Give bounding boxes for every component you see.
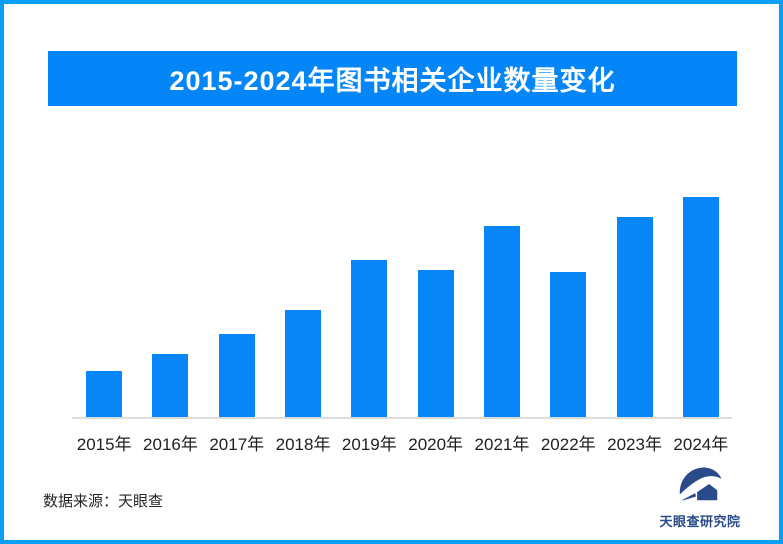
bar-chart xyxy=(71,150,734,419)
x-tick-2024年: 2024年 xyxy=(673,435,729,454)
bar-2022年 xyxy=(550,272,587,418)
logo-text: 天眼查研究院 xyxy=(659,514,741,529)
bar-2017年 xyxy=(218,334,255,418)
x-tick-2020年: 2020年 xyxy=(408,435,464,454)
x-tick-2021年: 2021年 xyxy=(474,435,530,454)
bar-2021年 xyxy=(483,226,520,418)
x-tick-2023年: 2023年 xyxy=(607,435,662,454)
x-tick-2017年: 2017年 xyxy=(209,435,265,454)
x-tick-2022年: 2022年 xyxy=(540,435,596,454)
x-tick-2019年: 2019年 xyxy=(341,435,397,454)
tianyancha-eye-icon xyxy=(679,467,722,501)
bar-2016年 xyxy=(152,354,189,418)
bar-2020年 xyxy=(417,270,454,418)
x-axis-labels: 2015年 2016年 2017年 2018年 2019年 2020年 2021年 2022年… xyxy=(71,430,734,455)
bars-container xyxy=(71,150,734,418)
x-tick-2016年: 2016年 xyxy=(143,435,198,454)
chart-title-banner: 2015-2024年图书相关企业数量变化 xyxy=(48,51,737,106)
brand-logo: 天眼查研究院 xyxy=(652,464,748,530)
x-axis-line xyxy=(72,417,732,419)
bar-2023年 xyxy=(616,217,653,418)
x-tick-2018年: 2018年 xyxy=(275,435,331,454)
data-source-label: 数据来源：天眼查 xyxy=(43,493,164,510)
chart-title: 2015-2024年图书相关企业数量变化 xyxy=(169,66,616,96)
bar-2018年 xyxy=(285,310,322,418)
x-tick-2015年: 2015年 xyxy=(76,435,132,454)
bar-2024年 xyxy=(682,197,719,418)
bar-2015年 xyxy=(86,371,123,418)
bar-2019年 xyxy=(351,260,388,418)
